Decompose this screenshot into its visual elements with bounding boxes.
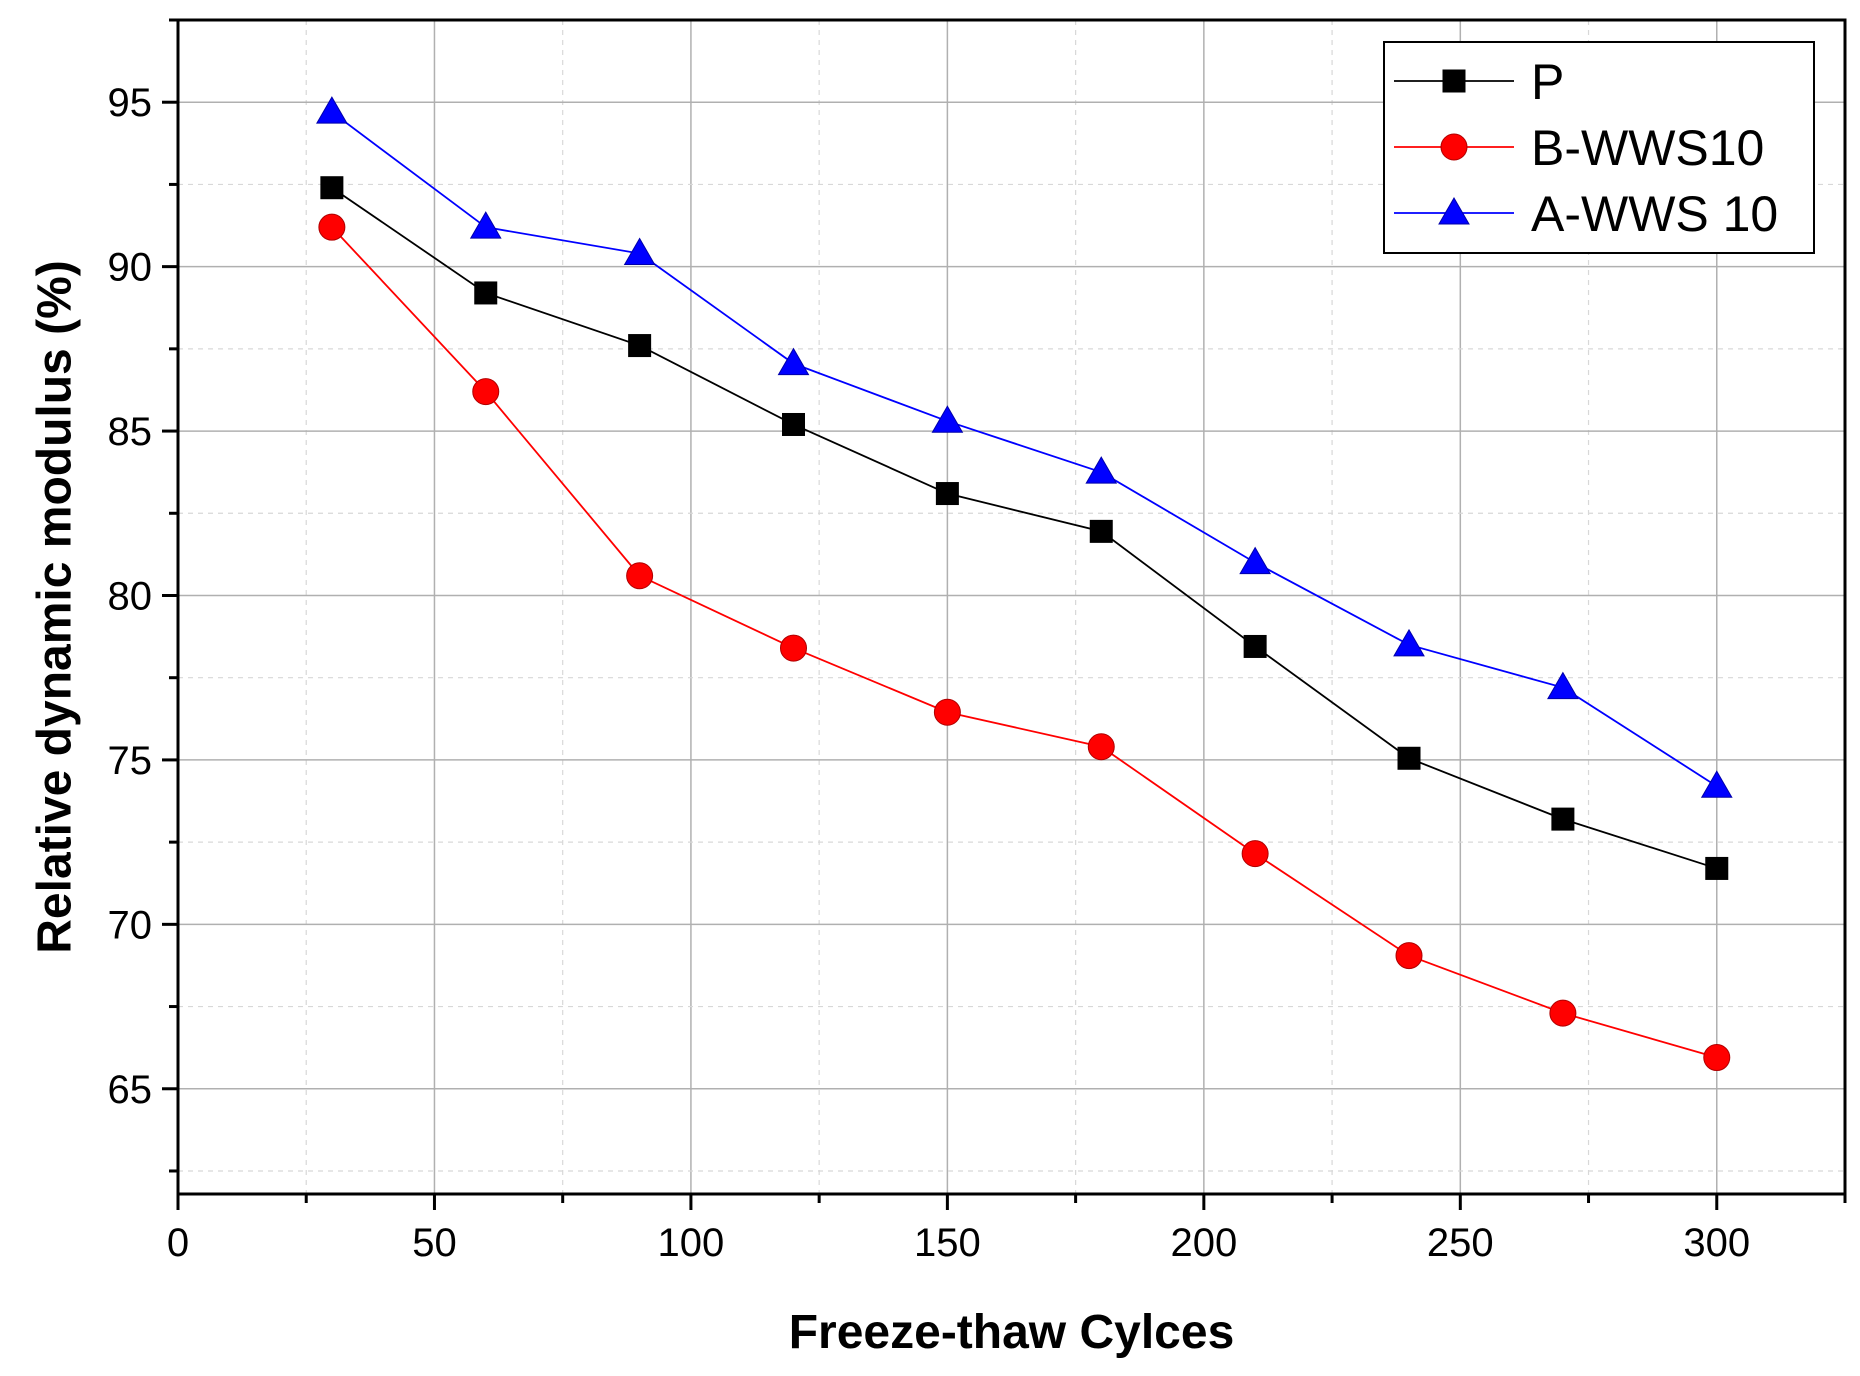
legend-marker [1440, 133, 1468, 161]
data-point [474, 281, 498, 305]
data-point [777, 347, 810, 376]
series-line [331, 186, 1718, 870]
series-line [331, 111, 1718, 787]
x-tick-label: 300 [1683, 1221, 1750, 1265]
data-point [623, 237, 656, 265]
data-point [1239, 546, 1272, 575]
data-point [782, 412, 806, 436]
data-point [935, 482, 959, 506]
data-point [780, 634, 808, 662]
data-point [931, 405, 964, 433]
data-point [933, 698, 961, 726]
data-point [1087, 733, 1115, 761]
y-axis-title: Relative dynamic modulus (%) [29, 260, 82, 954]
data-point [1241, 840, 1269, 868]
data-point [316, 96, 348, 124]
y-tick-label: 95 [108, 81, 153, 125]
data-point [1089, 519, 1113, 543]
legend-item: P [1394, 54, 1564, 110]
x-tick-label: 200 [1170, 1221, 1237, 1265]
series-line [331, 226, 1718, 1059]
x-tick-label: 250 [1427, 1221, 1494, 1265]
x-tick-label: 100 [658, 1221, 725, 1265]
data-point [628, 334, 652, 358]
legend-item: A-WWS 10 [1394, 186, 1778, 242]
data-point [1549, 999, 1577, 1027]
series-a-wws-10 [316, 96, 1733, 798]
y-tick-label: 70 [108, 903, 153, 947]
series-p [320, 176, 1729, 880]
legend-label: P [1531, 54, 1564, 110]
data-point [626, 562, 654, 590]
data-point [1243, 634, 1267, 658]
y-tick-label: 75 [108, 739, 153, 783]
data-point [1547, 671, 1579, 700]
data-point [1700, 770, 1733, 798]
data-point [472, 378, 500, 406]
data-point [320, 176, 344, 200]
x-axis-title: Freeze-thaw Cylces [789, 1306, 1235, 1359]
x-tick-label: 0 [167, 1221, 189, 1265]
y-tick-label: 90 [108, 246, 153, 290]
axis-ticks: 0 50 100 150 200 250 300 65 70 75 80 85 90 95 [108, 18, 1847, 1265]
x-tick-label: 50 [412, 1221, 457, 1265]
data-point [1397, 746, 1421, 770]
data-point [1395, 942, 1423, 970]
data-point [318, 213, 346, 241]
data-point [1393, 628, 1425, 657]
plot-frame [176, 18, 1847, 1196]
legend-marker [1438, 196, 1470, 225]
y-tick-label: 85 [108, 410, 153, 454]
series-b-wws10 [318, 213, 1731, 1072]
legend-item: B-WWS10 [1394, 120, 1764, 176]
legend-marker [1442, 69, 1466, 93]
data-point [1703, 1044, 1731, 1072]
data-point [1085, 456, 1118, 484]
series [316, 96, 1733, 1072]
legend-label: A-WWS 10 [1531, 186, 1778, 242]
legend-label: B-WWS10 [1531, 120, 1764, 176]
legend: P B-WWS10 A-WWS 10 [1383, 41, 1815, 254]
y-tick-label: 80 [108, 574, 153, 618]
data-point [469, 211, 502, 239]
x-tick-label: 150 [914, 1221, 981, 1265]
y-tick-label: 65 [108, 1068, 153, 1112]
data-point [1705, 856, 1729, 880]
data-point [1551, 807, 1575, 831]
